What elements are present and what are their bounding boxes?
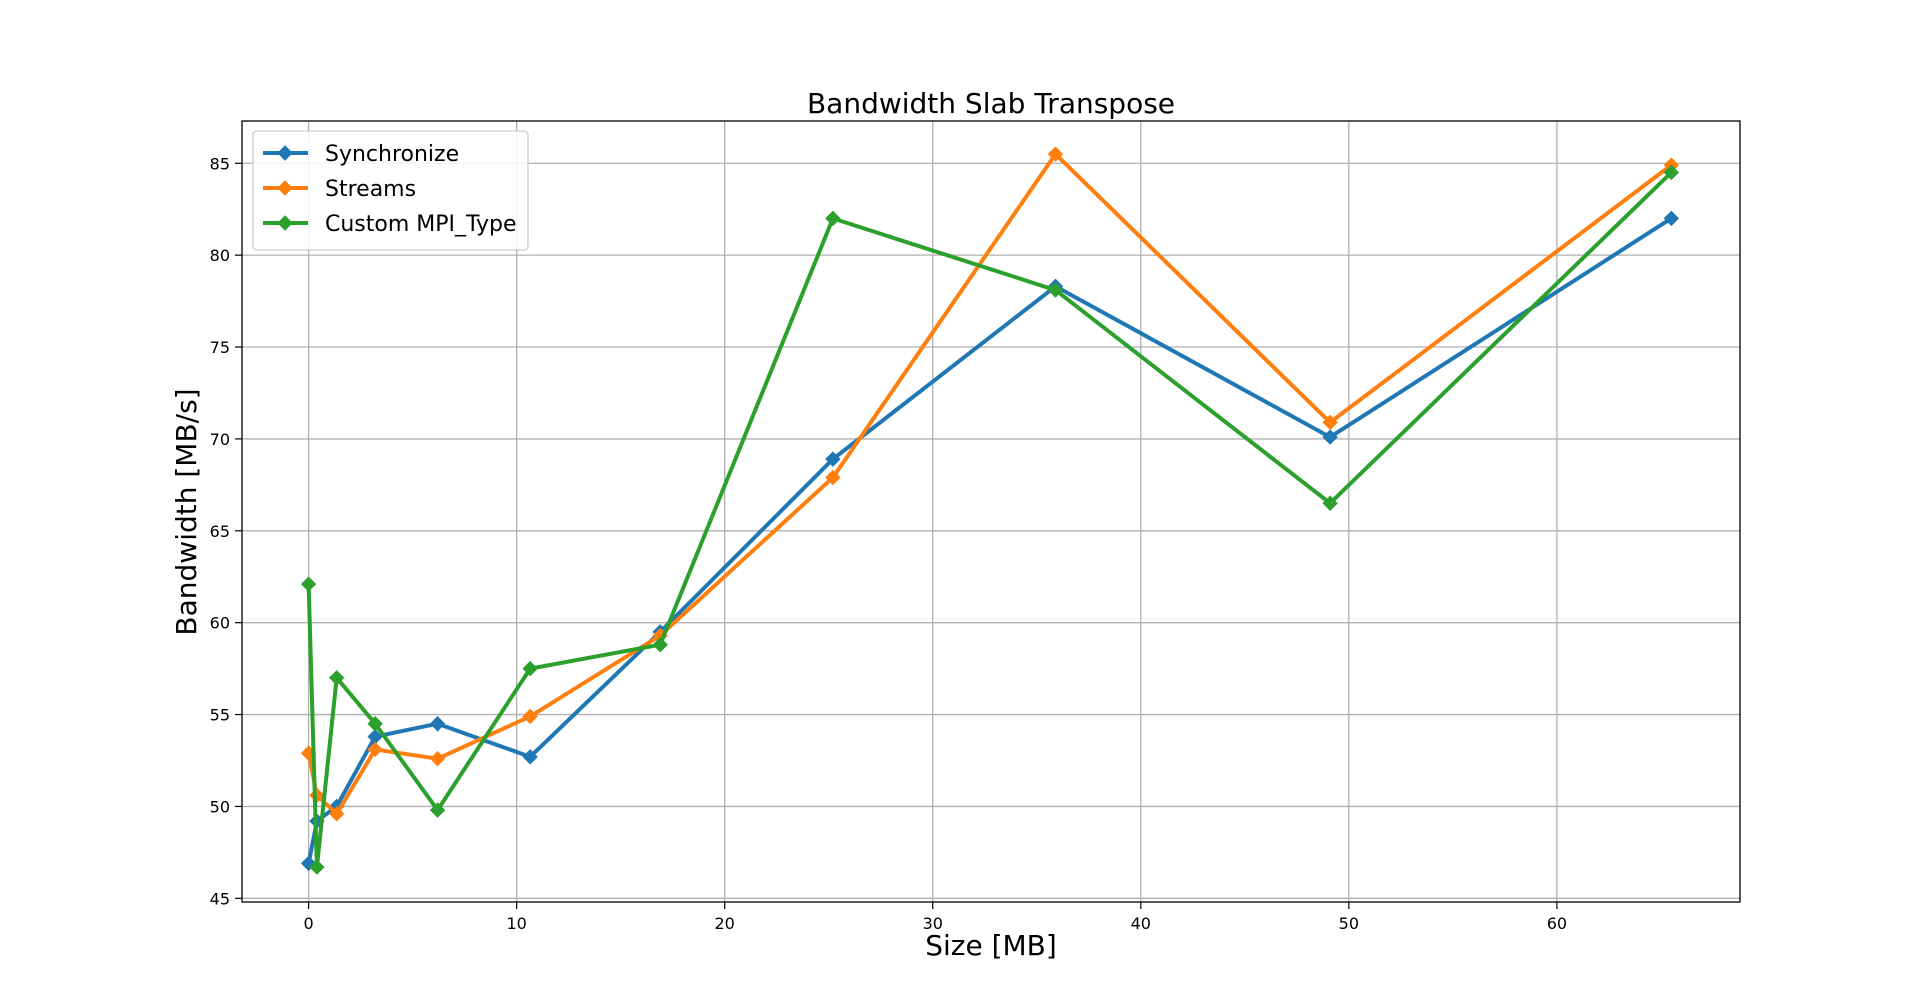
data-point-marker bbox=[825, 469, 841, 486]
x-tick-label: 20 bbox=[715, 914, 735, 933]
y-tick-label: 50 bbox=[210, 797, 230, 816]
y-tick-label: 75 bbox=[210, 338, 230, 357]
data-point-marker bbox=[309, 859, 325, 875]
legend: Synchronize Streams Custom MPI_Type bbox=[252, 130, 529, 251]
data-point-marker bbox=[1322, 414, 1338, 431]
data-point-marker bbox=[429, 716, 446, 732]
data-point-marker bbox=[429, 750, 446, 767]
y-tick-label: 70 bbox=[210, 430, 230, 449]
x-tick-label: 60 bbox=[1547, 914, 1567, 933]
y-tick-label: 55 bbox=[210, 706, 230, 725]
data-point-marker bbox=[367, 741, 383, 758]
data-point-marker bbox=[367, 716, 383, 732]
data-point-marker bbox=[1663, 210, 1680, 227]
axis-ticks: 0 10 20 30 40 50 60 45 50 55 60 65 70 75 80 85 bbox=[210, 154, 1567, 933]
data-point-marker bbox=[825, 451, 841, 467]
legend-label: Synchronize bbox=[325, 142, 459, 167]
data-point-marker bbox=[300, 576, 317, 592]
legend-entry: Synchronize bbox=[263, 142, 459, 167]
y-tick-label: 45 bbox=[210, 889, 230, 908]
series-lines bbox=[300, 146, 1680, 875]
y-tick-label: 85 bbox=[210, 154, 230, 173]
legend-entry: Custom MPI_Type bbox=[263, 212, 517, 237]
data-point-marker bbox=[1047, 146, 1064, 162]
y-tick-label: 80 bbox=[210, 246, 230, 265]
x-tick-label: 50 bbox=[1339, 914, 1359, 933]
data-point-marker bbox=[1322, 495, 1338, 511]
y-tick-label: 65 bbox=[210, 522, 230, 541]
x-tick-label: 10 bbox=[506, 914, 526, 933]
data-point-marker bbox=[1322, 429, 1338, 445]
data-point-marker bbox=[328, 806, 345, 822]
legend-marker bbox=[277, 145, 293, 161]
data-point-marker bbox=[652, 637, 668, 653]
data-point-marker bbox=[522, 660, 538, 677]
grid-lines bbox=[242, 121, 1740, 902]
x-tick-label: 0 bbox=[303, 914, 313, 933]
chart-title: Bandwidth Slab Transpose bbox=[807, 87, 1175, 120]
x-tick-label: 40 bbox=[1131, 914, 1151, 933]
data-point-marker bbox=[429, 802, 446, 818]
data-point-marker bbox=[1663, 164, 1680, 181]
legend-marker bbox=[277, 180, 293, 196]
data-point-marker bbox=[522, 749, 538, 765]
plot-frame bbox=[241, 120, 1741, 903]
data-point-marker bbox=[825, 210, 841, 227]
y-tick-label: 60 bbox=[210, 614, 230, 633]
series-streams bbox=[300, 146, 1680, 822]
x-axis-label: Size [MB] bbox=[925, 929, 1057, 962]
data-point-marker bbox=[328, 670, 345, 686]
legend-box bbox=[252, 130, 529, 251]
x-tick-label: 30 bbox=[923, 914, 943, 933]
data-point-marker bbox=[1047, 282, 1064, 298]
series-custom-mpi-type bbox=[300, 164, 1680, 875]
data-point-marker bbox=[522, 708, 538, 725]
legend-label: Custom MPI_Type bbox=[325, 212, 517, 237]
legend-entry: Streams bbox=[263, 177, 416, 202]
legend-label: Streams bbox=[325, 177, 416, 202]
y-axis-label: Bandwidth [MB/s] bbox=[170, 388, 203, 635]
legend-marker bbox=[277, 215, 293, 231]
